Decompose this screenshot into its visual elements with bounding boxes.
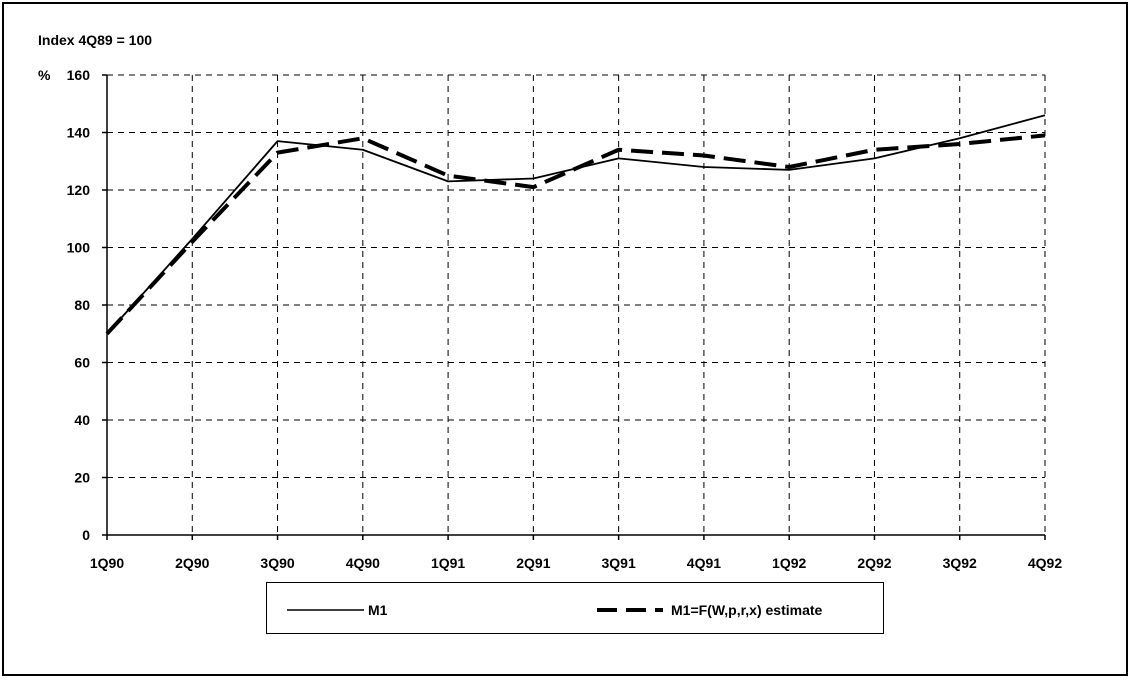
y-tick-label: 120 <box>67 182 91 198</box>
x-tick-label: 4Q92 <box>1028 555 1062 571</box>
axes <box>102 74 1046 540</box>
x-tick-label: 4Q90 <box>346 555 380 571</box>
y-tick-labels: 0 20 40 60 80 100 120 140 160% <box>38 67 90 543</box>
series-lines <box>105 114 1046 336</box>
x-tick-label: 2Q90 <box>175 555 209 571</box>
x-tick-label: 3Q92 <box>943 555 977 571</box>
y-tick-label: 140 <box>67 125 91 141</box>
y-tick-label: 80 <box>74 297 90 313</box>
x-tick-label: 3Q90 <box>260 555 294 571</box>
legend-label-m1: M1 <box>368 602 388 618</box>
y-tick-label: 60 <box>74 355 90 371</box>
x-tick-label: 1Q91 <box>431 555 465 571</box>
series-line-m1 <box>106 114 1046 335</box>
legend: M1 M1=F(W,p,r,x) estimate <box>266 582 884 634</box>
index-note-label: Index 4Q89 = 100 <box>38 32 152 48</box>
x-tick-label: 1Q90 <box>90 555 124 571</box>
series-line-estimate <box>105 133 1046 336</box>
x-tick-label: 2Q92 <box>857 555 891 571</box>
y-tick-label: 100 <box>67 240 91 256</box>
x-tick-label: 2Q91 <box>516 555 550 571</box>
legend-label-estimate: M1=F(W,p,r,x) estimate <box>671 602 823 618</box>
x-tick-labels: 1Q90 2Q90 3Q90 4Q90 1Q91 2Q91 3Q91 4Q91 1Q92 2Q92… <box>90 555 1062 571</box>
y-tick-label: 160 <box>67 67 91 83</box>
y-unit-label: % <box>38 67 51 83</box>
y-tick-label: 20 <box>74 470 90 486</box>
y-tick-label: 40 <box>74 412 90 428</box>
y-tick-label: 0 <box>82 527 90 543</box>
grid-lines <box>107 74 1046 535</box>
x-tick-label: 3Q91 <box>602 555 636 571</box>
x-tick-label: 1Q92 <box>772 555 806 571</box>
x-tick-label: 4Q91 <box>687 555 721 571</box>
